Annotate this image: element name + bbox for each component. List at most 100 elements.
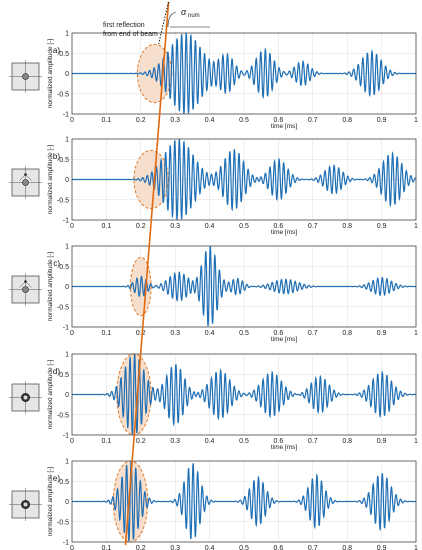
x-tick-label: 0 <box>70 545 74 550</box>
signal-series <box>72 33 416 114</box>
x-tick-label: 0.6 <box>274 330 284 337</box>
x-tick-label: 0.4 <box>205 330 215 337</box>
signal-series <box>72 246 416 327</box>
y-tick-label: -0.5 <box>57 197 69 204</box>
plate-sensor-offset-icon <box>9 166 42 199</box>
x-tick-label: 0.1 <box>102 330 112 337</box>
y-tick-label: -1 <box>63 433 69 440</box>
x-tick-label: 0.2 <box>136 438 146 445</box>
plot-frame <box>71 245 417 328</box>
x-tick-label: 0.7 <box>308 330 318 337</box>
x-tick-label: 0.2 <box>136 223 146 230</box>
y-tick-label: 1 <box>65 352 69 359</box>
x-tick-label: 0.8 <box>342 330 352 337</box>
y-tick-label: -0.5 <box>57 91 69 98</box>
y-tick-label: -0.5 <box>57 412 69 419</box>
y-tick-label: 0 <box>65 71 69 78</box>
y-tick-label: 0 <box>65 177 69 184</box>
sensor-core <box>23 502 28 507</box>
x-tick-label: 1 <box>414 223 418 230</box>
y-tick-label: 1 <box>65 459 69 466</box>
x-tick-label: 0.5 <box>239 330 249 337</box>
plate-sensor-ring-icon <box>9 488 42 521</box>
x-tick-label: 0.1 <box>102 117 112 124</box>
x-tick-label: 0.4 <box>205 117 215 124</box>
x-tick-label: 0.5 <box>239 545 249 550</box>
x-tick-label: 0.5 <box>239 438 249 445</box>
x-tick-label: 0.9 <box>377 117 387 124</box>
plate-sensor-offset-icon <box>9 273 42 306</box>
angle-subscript: num <box>188 13 200 19</box>
y-tick-label: 0.5 <box>59 479 69 486</box>
x-tick-label: 0.6 <box>274 223 284 230</box>
x-tick-label: 0.3 <box>170 117 180 124</box>
x-tick-label: 0.9 <box>377 330 387 337</box>
y-axis-label: normalized amplitude [-] <box>47 252 54 322</box>
x-axis-label: time [ms] <box>271 123 298 130</box>
y-tick-label: -1 <box>63 218 69 225</box>
x-tick-label: 0.1 <box>102 545 112 550</box>
y-axis-label: normalized amplitude [-] <box>47 360 54 430</box>
x-tick-label: 0.3 <box>170 330 180 337</box>
x-tick-label: 0.7 <box>308 223 318 230</box>
x-tick-label: 1 <box>414 438 418 445</box>
plot-frame <box>71 32 417 115</box>
panel-letter: b) <box>53 152 60 161</box>
ray-line <box>25 174 32 181</box>
angle-arc <box>167 11 177 28</box>
panels: a)normalized amplitude [-]0 0.1 0.2 0.3 0.4 0… <box>9 31 418 550</box>
x-tick-label: 1 <box>414 545 418 550</box>
panel-letter: d) <box>53 367 60 376</box>
y-tick-label: -1 <box>63 540 69 547</box>
panel-d: d)normalized amplitude [-] 0 0.1 0.2 0.3 0.4 0… <box>9 352 418 451</box>
plot-frame <box>71 353 417 436</box>
y-tick-label: 0 <box>65 284 69 291</box>
x-tick-label: 0.8 <box>342 545 352 550</box>
y-tick-label: 0 <box>65 499 69 506</box>
panel-c: c)normalized amplitude [-] 0 0.1 0.2 0.3 0.4 0… <box>9 244 418 343</box>
reflection-dotted-line <box>158 1 170 45</box>
x-tick-label: 0.4 <box>205 438 215 445</box>
x-axis-label: time [ms] <box>271 444 298 451</box>
x-tick-label: 0.1 <box>102 438 112 445</box>
y-tick-label: 0 <box>65 392 69 399</box>
panel-b: b)normalized amplitude [-] 0 0.1 0.2 0.3 0.4 0… <box>9 137 418 236</box>
wavefront-line <box>124 1 170 546</box>
x-tick-label: 0.2 <box>136 117 146 124</box>
x-tick-label: 0.6 <box>274 545 284 550</box>
panel-letter: c) <box>53 259 60 268</box>
y-tick-label: 0.5 <box>59 372 69 379</box>
plot-frame <box>71 460 417 543</box>
signal-series <box>72 354 417 435</box>
sensor-dot <box>22 73 29 80</box>
x-tick-label: 0 <box>70 438 74 445</box>
y-tick-label: 0.5 <box>59 51 69 58</box>
panel-a: a)normalized amplitude [-] 0 0.1 0.2 0.3 0.4 0… <box>9 31 418 130</box>
panel-letter: e) <box>53 474 60 483</box>
x-tick-label: 0.6 <box>274 117 284 124</box>
annotation-line2: from end of beam <box>103 31 158 38</box>
y-tick-label: 0.5 <box>59 264 69 271</box>
y-axis-label: normalized amplitude [-] <box>47 39 54 109</box>
wavefront-overlay: first reflection from end of beam α num <box>103 1 210 546</box>
x-tick-label: 1 <box>414 117 418 124</box>
y-tick-label: -1 <box>63 325 69 332</box>
signal-series <box>72 461 416 542</box>
x-tick-label: 0.5 <box>239 223 249 230</box>
x-tick-label: 0 <box>70 223 74 230</box>
x-tick-label: 0.2 <box>136 330 146 337</box>
x-axis-label: time [ms] <box>271 336 298 343</box>
y-tick-label: -0.5 <box>57 519 69 526</box>
plate-sensor-ring-icon <box>9 381 42 414</box>
y-tick-label: -0.5 <box>57 304 69 311</box>
sensor-core <box>23 395 28 400</box>
x-tick-label: 0.5 <box>239 117 249 124</box>
plate-sensor-center-icon <box>9 60 42 93</box>
y-axis-label: normalized amplitude [-] <box>47 145 54 215</box>
panel-letter: a) <box>53 46 60 55</box>
x-tick-label: 0.8 <box>342 438 352 445</box>
x-tick-label: 0.4 <box>205 223 215 230</box>
sensor-dot <box>22 286 29 293</box>
ray-line <box>19 174 26 181</box>
